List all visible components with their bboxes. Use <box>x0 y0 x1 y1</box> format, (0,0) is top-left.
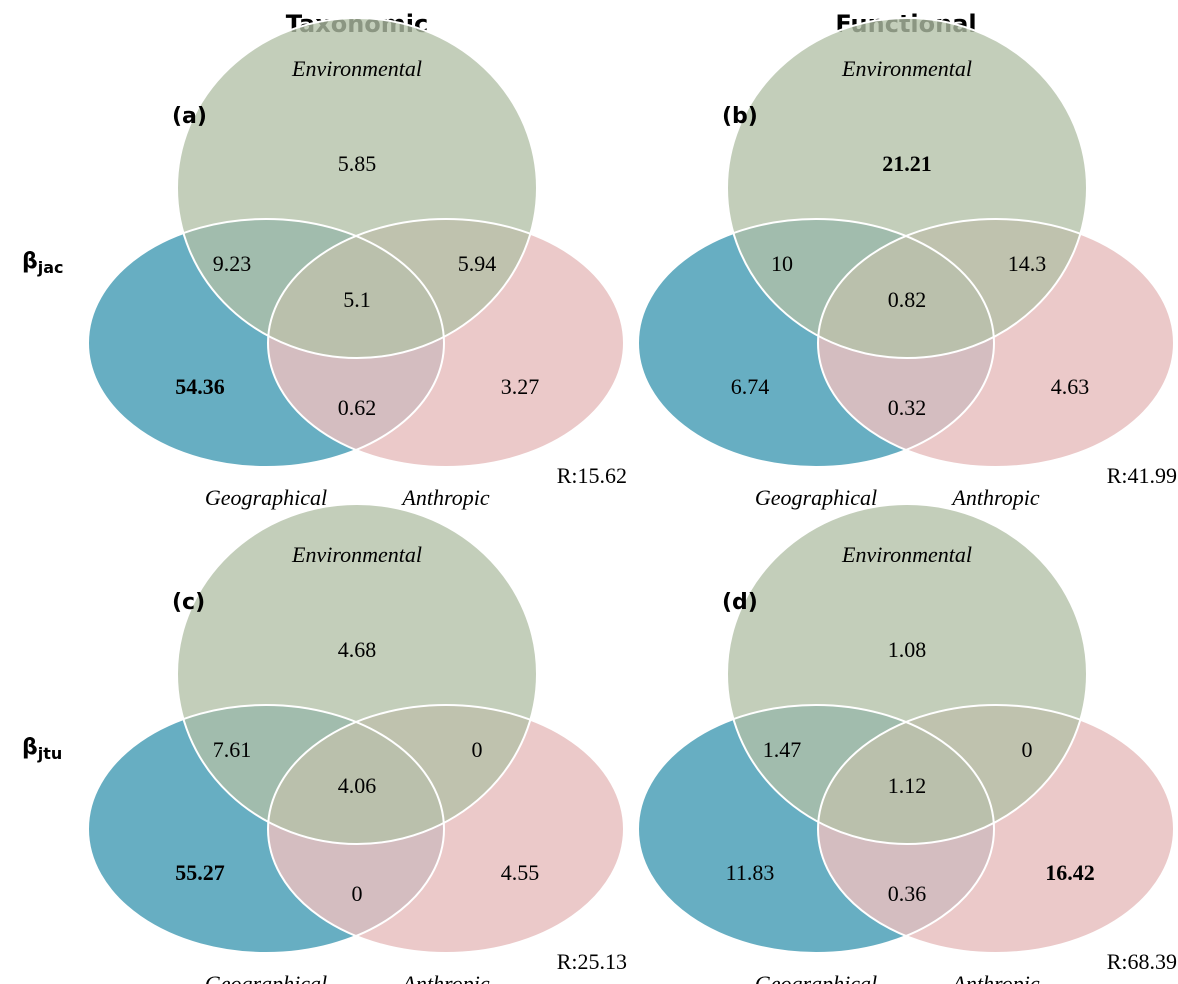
anth-outline-d <box>817 704 1175 954</box>
venn-panel-a: (a) Environmental Geographical Anthropic R:1… <box>87 17 627 510</box>
environmental-set-d <box>727 504 1087 844</box>
region-all-a: 5.1 <box>343 287 371 312</box>
environmental-set-a <box>177 18 537 358</box>
environmental-label-b: Environmental <box>841 56 972 81</box>
env-outline-d <box>726 503 1088 845</box>
region-env-only-a: 5.85 <box>338 151 377 176</box>
region-env-geo-a: 9.23 <box>213 251 252 276</box>
venn-panel-b: (b) Environmental Geographical Anthropic R:4… <box>637 17 1177 510</box>
region-geo-only-d: 11.83 <box>726 860 775 885</box>
region-env-anth-d: 0 <box>1022 737 1033 762</box>
region-all-d: 1.12 <box>888 773 927 798</box>
row-label-beta-jac-symbol: β <box>22 249 38 274</box>
geo-outline-d <box>637 704 995 954</box>
region-env-anth-b: 14.3 <box>1008 251 1047 276</box>
region-geo-only-b: 6.74 <box>731 374 770 399</box>
residual-value-d: R:68.39 <box>1107 949 1177 974</box>
region-anth-only-c: 4.55 <box>501 860 540 885</box>
residual-value-b: R:41.99 <box>1107 463 1177 488</box>
geo-outline-c <box>87 704 445 954</box>
anthropic-label-b: Anthropic <box>950 485 1039 510</box>
region-geo-anth-c: 0 <box>352 881 363 906</box>
row-label-beta-jtu-subscript: jtu <box>37 744 63 763</box>
geographical-label-b: Geographical <box>755 485 877 510</box>
region-env-only-c: 4.68 <box>338 637 377 662</box>
region-all-c: 4.06 <box>338 773 377 798</box>
residual-value-c: R:25.13 <box>557 949 627 974</box>
geo-outline-a <box>87 218 445 468</box>
region-env-geo-b: 10 <box>771 251 793 276</box>
env-outline-c <box>176 503 538 845</box>
anth-outline-a <box>267 218 625 468</box>
anth-outline-b <box>817 218 1175 468</box>
region-env-only-b: 21.21 <box>882 151 932 176</box>
panel-letter-c: (c) <box>172 590 205 615</box>
region-env-geo-c: 7.61 <box>213 737 252 762</box>
row-label-beta-jtu-symbol: β <box>22 735 38 760</box>
region-env-geo-d: 1.47 <box>763 737 802 762</box>
region-anth-only-d: 16.42 <box>1045 860 1095 885</box>
row-label-beta-jac-subscript: jac <box>37 258 64 277</box>
region-env-anth-a: 5.94 <box>458 251 497 276</box>
row-label-beta-jtu: βjtu <box>22 735 62 763</box>
region-geo-only-c: 55.27 <box>175 860 225 885</box>
panel-letter-d: (d) <box>722 590 758 615</box>
region-geo-anth-b: 0.32 <box>888 395 927 420</box>
region-geo-anth-d: 0.36 <box>888 881 927 906</box>
environmental-label-a: Environmental <box>291 56 422 81</box>
environmental-label-d: Environmental <box>841 542 972 567</box>
anthropic-label-c: Anthropic <box>400 971 489 984</box>
region-env-anth-c: 0 <box>472 737 483 762</box>
region-all-b: 0.82 <box>888 287 927 312</box>
env-outline-b <box>726 17 1088 359</box>
panel-letter-a: (a) <box>172 104 207 129</box>
geographical-label-d: Geographical <box>755 971 877 984</box>
venn-panel-d: (d) Environmental Geographical Anthropic R:6… <box>637 503 1177 984</box>
environmental-label-c: Environmental <box>291 542 422 567</box>
env-outline-a <box>176 17 538 359</box>
anthropic-label-d: Anthropic <box>950 971 1039 984</box>
anth-outline-c <box>267 704 625 954</box>
environmental-set-c <box>177 504 537 844</box>
venn-panel-c: (c) Environmental Geographical Anthropic R:2… <box>87 503 627 984</box>
region-anth-only-b: 4.63 <box>1051 374 1090 399</box>
geo-outline-b <box>637 218 995 468</box>
region-env-only-d: 1.08 <box>888 637 927 662</box>
panel-letter-b: (b) <box>722 104 758 129</box>
geographical-label-c: Geographical <box>205 971 327 984</box>
region-anth-only-a: 3.27 <box>501 374 540 399</box>
row-label-beta-jac: βjac <box>22 249 64 277</box>
anthropic-label-a: Anthropic <box>400 485 489 510</box>
residual-value-a: R:15.62 <box>557 463 627 488</box>
region-geo-only-a: 54.36 <box>175 374 225 399</box>
environmental-set-b <box>727 18 1087 358</box>
geographical-label-a: Geographical <box>205 485 327 510</box>
region-geo-anth-a: 0.62 <box>338 395 377 420</box>
